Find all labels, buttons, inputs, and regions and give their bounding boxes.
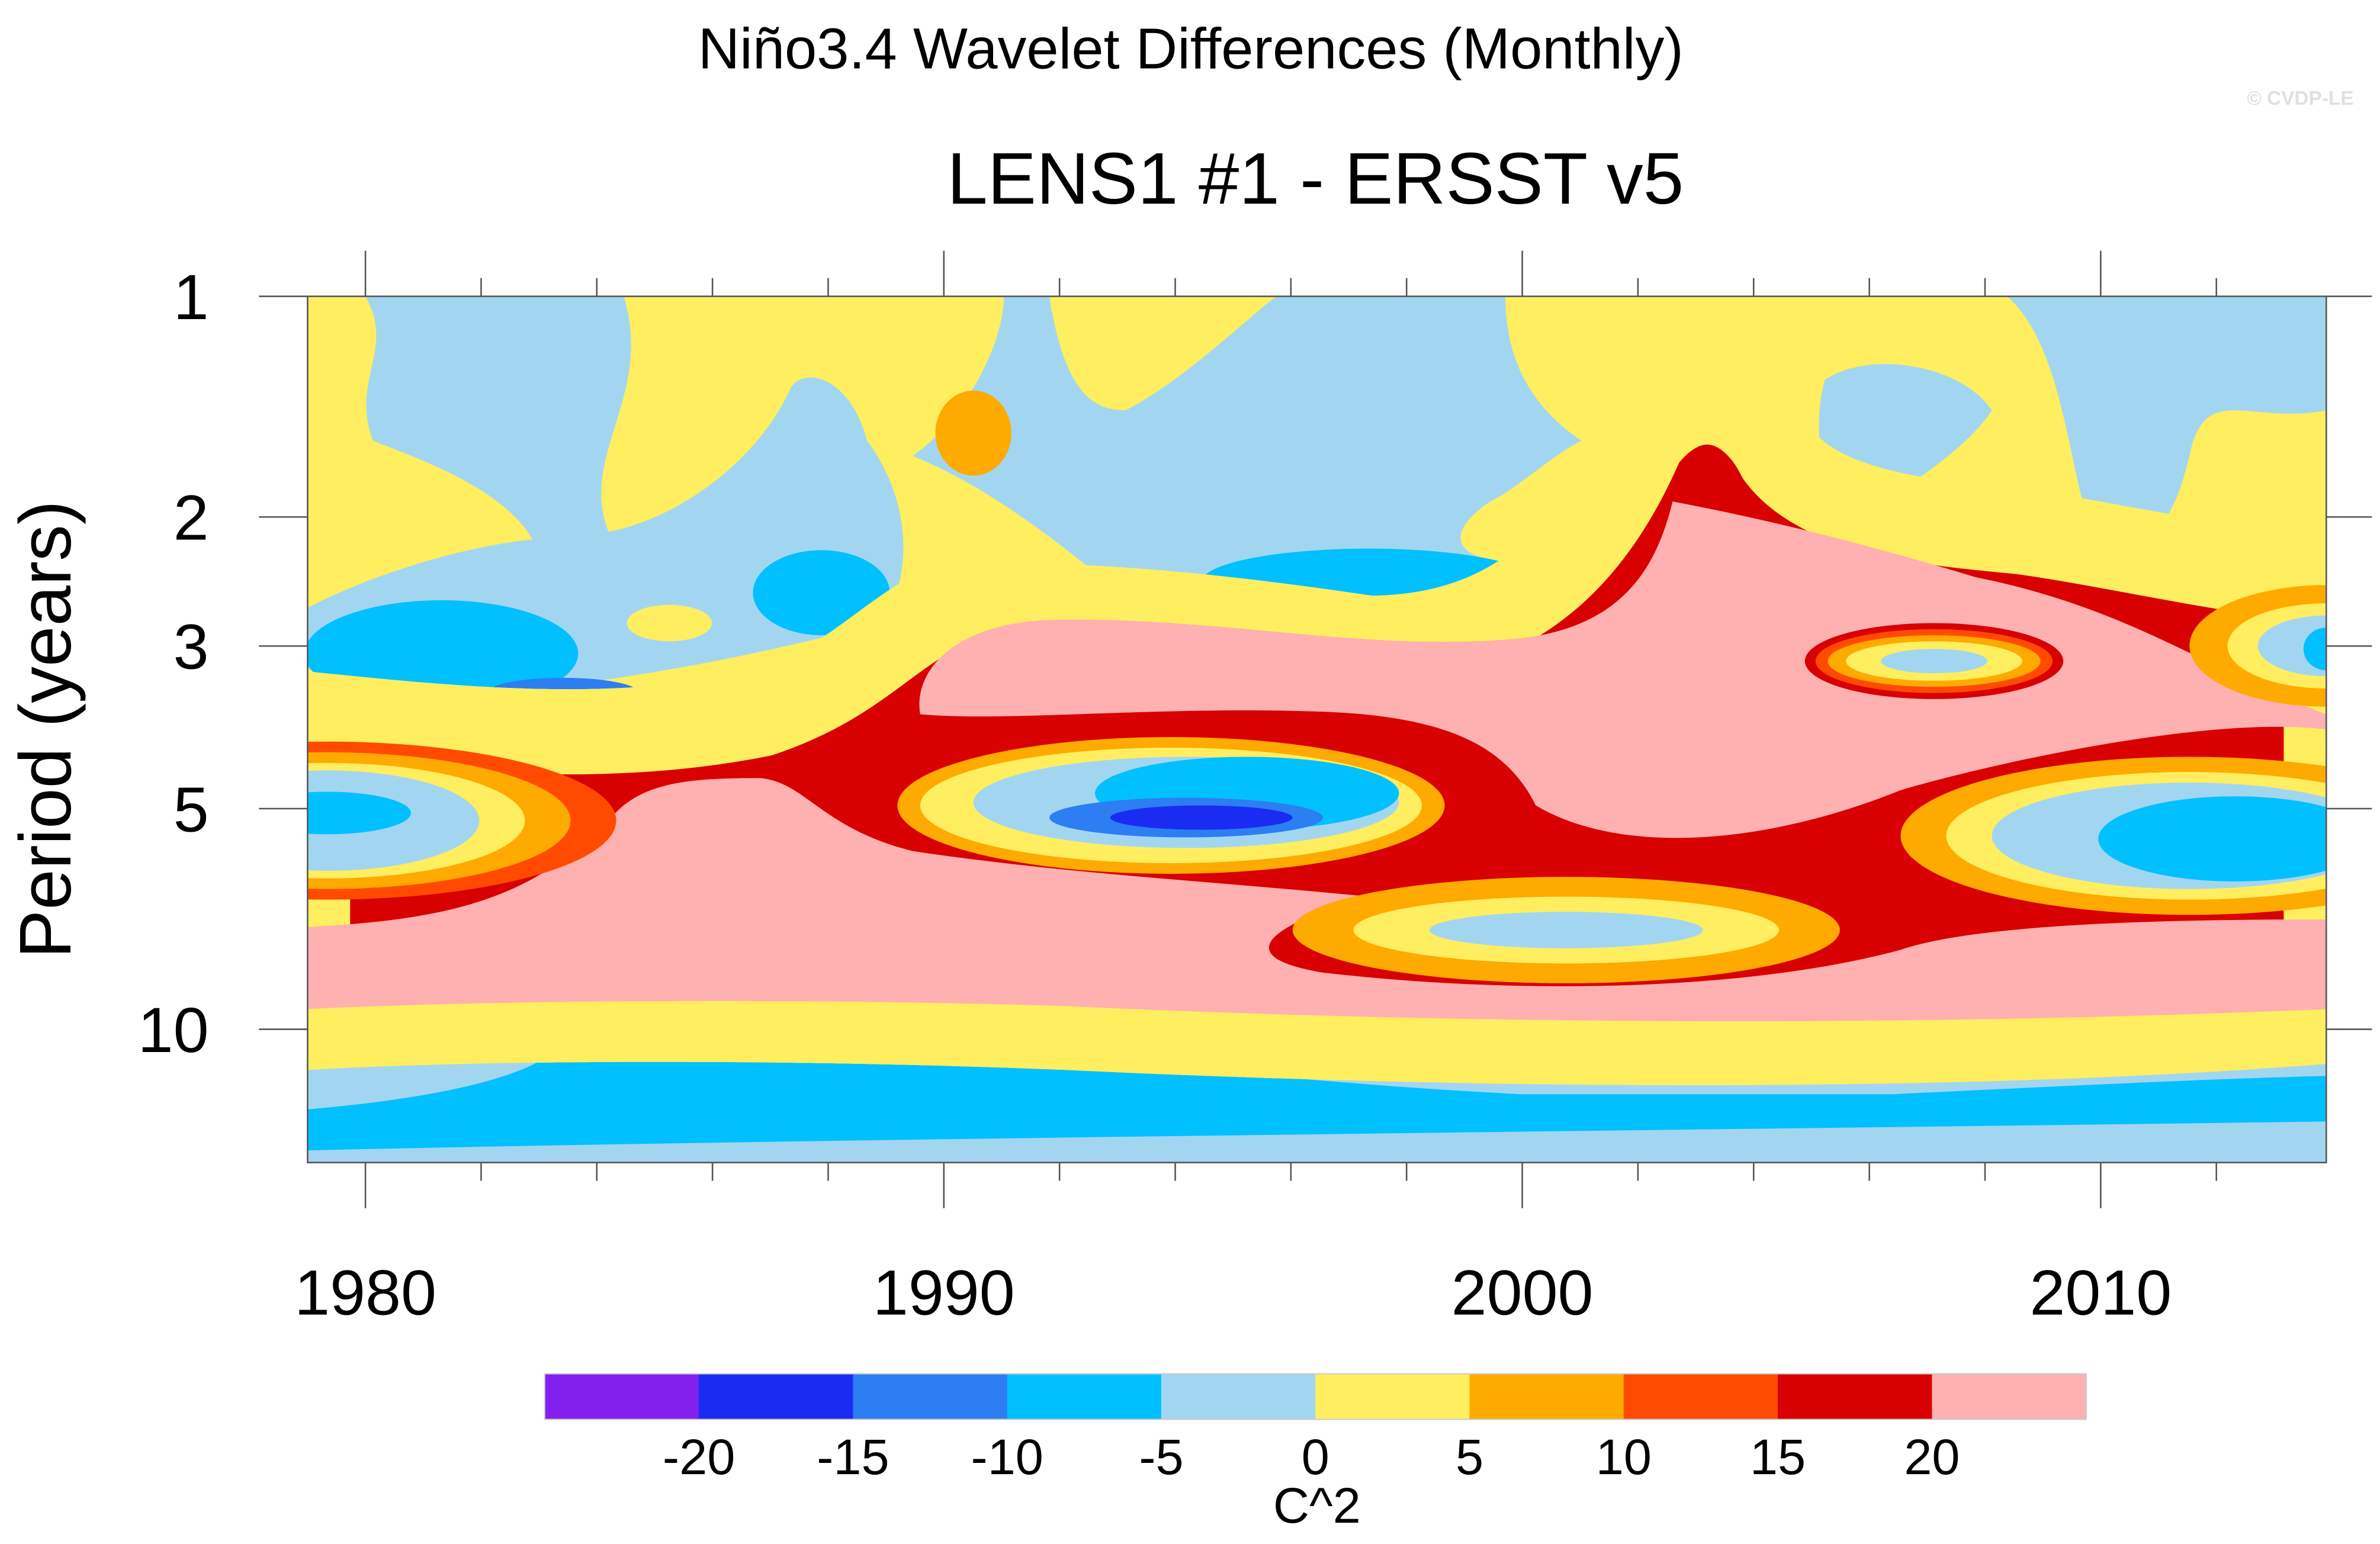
watermark: © CVDP-LE: [2247, 88, 2353, 110]
contour-region-cool: [307, 792, 411, 835]
colorbar-frame: [544, 1373, 2087, 1420]
colorbar-tick-label: 15: [1750, 1429, 1806, 1485]
colorbar-swatch: [1623, 1373, 1779, 1420]
y-tick-label: 5: [174, 773, 209, 845]
colorbar-swatch: [544, 1373, 700, 1420]
colorbar-swatch: [1161, 1373, 1316, 1420]
x-tick-label: 2010: [2029, 1256, 2172, 1328]
colorbar-swatch: [1315, 1373, 1470, 1420]
axes: 1980 1990 2000 2010 1 2 3 5 10: [138, 250, 2372, 1328]
colorbar-tick-label: 10: [1596, 1429, 1652, 1485]
colorbar-tick-label: -20: [663, 1429, 735, 1485]
contour-region-cool: [2007, 296, 2327, 548]
x-tick-label: 1990: [873, 1256, 1015, 1328]
chart-subtitle: LENS1 #1 - ERSST v5: [947, 138, 1684, 220]
colorbar-swatch: [1778, 1373, 1933, 1420]
x-tick-label: 2000: [1451, 1256, 1594, 1328]
y-tick-label: 3: [174, 611, 209, 683]
colorbar: -20 -15 -10 -5 0 5 10 15 20: [544, 1373, 2087, 1485]
y-axis-label: Period (years): [5, 500, 86, 958]
y-tick-label: 1: [174, 261, 209, 333]
contour-region-cool: [913, 296, 1612, 623]
contour-region-cool: [2098, 796, 2327, 882]
colorbar-tick-label: -10: [971, 1429, 1043, 1485]
contour-region-cool: [1110, 805, 1293, 830]
y-tick-label: 10: [138, 994, 209, 1066]
contour-region-warm: [935, 390, 1011, 476]
contour-region-strong: [307, 778, 2327, 1021]
x-tick-label: 1980: [294, 1256, 436, 1328]
colorbar-swatch: [1007, 1373, 1162, 1420]
y-tick-label: 2: [174, 482, 209, 554]
contour-region-cool: [2303, 628, 2327, 671]
contour-region-cool: [1881, 649, 1987, 674]
colorbar-tick-label: -15: [817, 1429, 889, 1485]
colorbar-tick-label: 0: [1302, 1429, 1329, 1485]
colorbar-label: C^2: [1273, 1477, 1361, 1533]
plot-frame: [307, 295, 2327, 1163]
contour-region-warm: [627, 604, 712, 642]
contour-region-strong: [919, 501, 2327, 838]
colorbar-tick-label: 20: [1904, 1429, 1960, 1485]
colorbar-tick-label: 5: [1456, 1429, 1483, 1485]
chart-title: Niño3.4 Wavelet Differences (Monthly): [698, 17, 1684, 81]
colorbar-swatch: [699, 1373, 854, 1420]
contour-field: [307, 296, 2327, 1163]
contour-region-cool: [307, 1056, 2327, 1151]
colorbar-swatch: [853, 1373, 1008, 1420]
colorbar-swatch: [1932, 1373, 2087, 1420]
colorbar-tick-label: -5: [1139, 1429, 1183, 1485]
contour-region-cool: [1429, 912, 1703, 948]
colorbar-swatch: [1469, 1373, 1625, 1420]
